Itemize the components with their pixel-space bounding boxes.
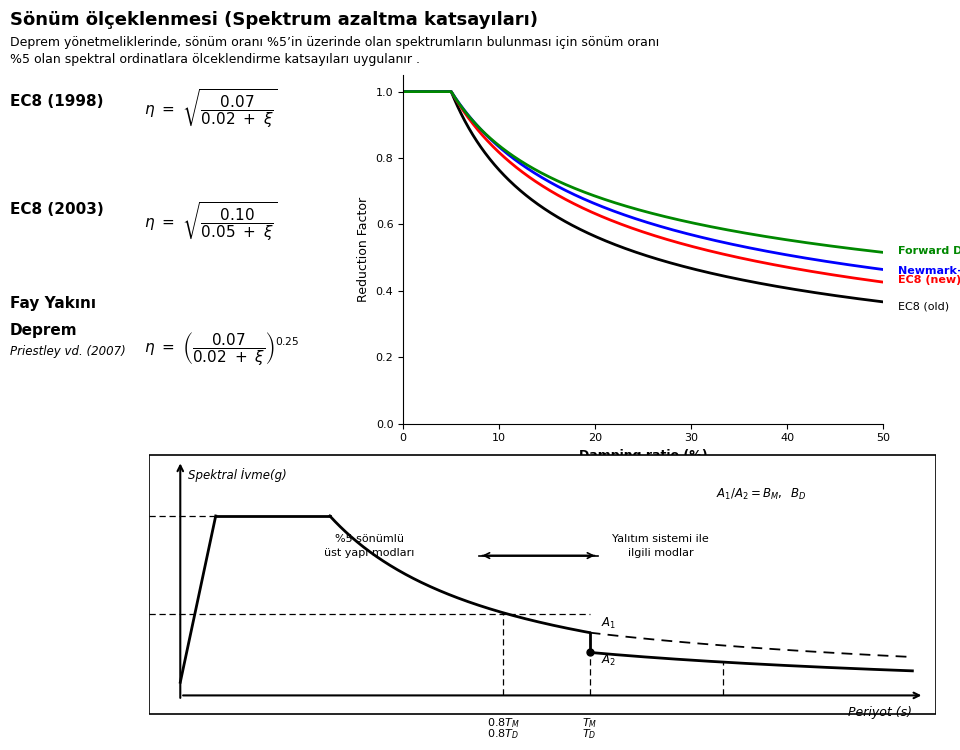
- Text: Spektral İvme(g): Spektral İvme(g): [188, 469, 287, 482]
- Text: Newmark+Hall: Newmark+Hall: [898, 266, 960, 276]
- Text: $A_2$: $A_2$: [601, 653, 616, 668]
- Text: $T_M$: $T_M$: [582, 716, 597, 730]
- X-axis label: Damping ratio (%): Damping ratio (%): [579, 449, 708, 462]
- Text: $T_D$: $T_D$: [583, 727, 597, 741]
- Text: $A_1$: $A_1$: [601, 616, 616, 632]
- Text: Priestley vd. (2007): Priestley vd. (2007): [10, 345, 126, 358]
- Text: Yalıtım sistemi ile: Yalıtım sistemi ile: [612, 534, 708, 544]
- Text: Deprem: Deprem: [10, 322, 77, 338]
- Text: $\eta\ =\ \sqrt{\dfrac{0.10}{0.05\ +\ \xi}}$: $\eta\ =\ \sqrt{\dfrac{0.10}{0.05\ +\ \x…: [144, 200, 277, 242]
- Y-axis label: Reduction Factor: Reduction Factor: [357, 196, 371, 302]
- Text: EC8 (new): EC8 (new): [898, 275, 960, 286]
- Text: %5 sönümlü: %5 sönümlü: [335, 534, 404, 544]
- Text: EC8 (2003): EC8 (2003): [10, 202, 104, 217]
- Text: $0.8T_D$: $0.8T_D$: [487, 727, 519, 741]
- Text: $0.8T_M$: $0.8T_M$: [487, 716, 519, 730]
- Text: EC8 (old): EC8 (old): [898, 302, 948, 312]
- Text: Forward Directivity(?): Forward Directivity(?): [898, 246, 960, 256]
- Text: Fay Yakını: Fay Yakını: [10, 296, 96, 311]
- Text: üst yapı modları: üst yapı modları: [324, 548, 415, 557]
- Text: EC8 (1998): EC8 (1998): [10, 94, 103, 109]
- Text: Sönüm ölçeklenmesi (Spektrum azaltma katsayıları): Sönüm ölçeklenmesi (Spektrum azaltma kat…: [10, 11, 538, 29]
- Text: Deprem yönetmeliklerinde, sönüm oranı %5’in üzerinde olan spektrumların bulunmas: Deprem yönetmeliklerinde, sönüm oranı %5…: [10, 36, 659, 49]
- Text: $A_1/A_2=B_M,\;\ B_D$: $A_1/A_2=B_M,\;\ B_D$: [715, 487, 806, 502]
- Text: %5 olan spektral ordinatlara ölceklendirme katsayıları uygulanır .: %5 olan spektral ordinatlara ölceklendir…: [10, 53, 420, 65]
- Text: $\eta\ =\ \left(\dfrac{0.07}{0.02\ +\ \xi}\right)^{0.25}$: $\eta\ =\ \left(\dfrac{0.07}{0.02\ +\ \x…: [144, 330, 300, 368]
- Text: Periyot (s): Periyot (s): [849, 706, 912, 719]
- Text: $\eta\ =\ \sqrt{\dfrac{0.07}{0.02\ +\ \xi}}$: $\eta\ =\ \sqrt{\dfrac{0.07}{0.02\ +\ \x…: [144, 88, 277, 130]
- Text: ilgili modlar: ilgili modlar: [628, 548, 693, 557]
